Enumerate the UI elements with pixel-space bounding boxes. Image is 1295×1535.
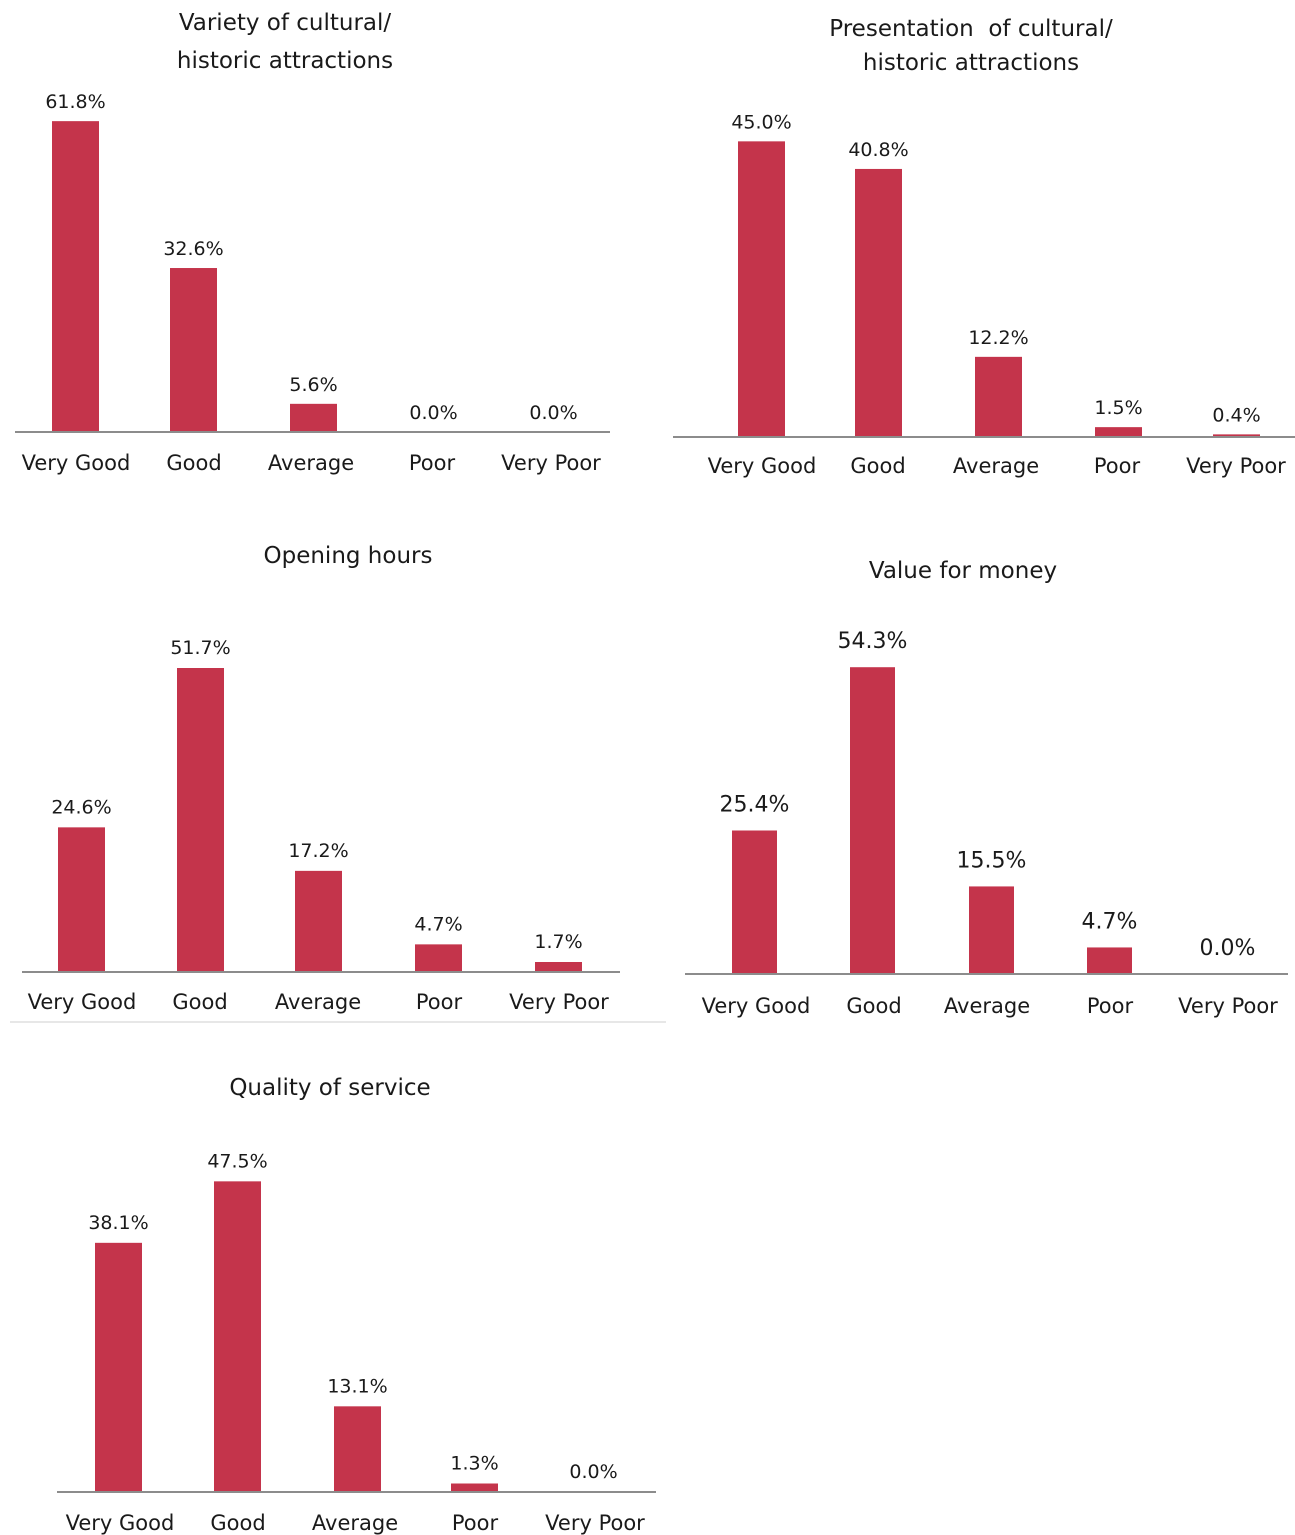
category-tick-label: Poor [1094,454,1141,478]
data-label: 17.2% [288,840,348,862]
category-tick-label: Average [275,990,361,1014]
chart-title-line: historic attractions [177,48,393,74]
data-label: 4.7% [1082,909,1138,934]
data-label: 4.7% [414,913,462,935]
data-label: 0.0% [529,402,577,424]
data-label: 54.3% [838,629,908,654]
data-label: 0.4% [1212,404,1260,426]
category-tick-label: Very Good [66,1511,175,1535]
bar-very-good [95,1242,142,1492]
category-tick-label: Very Good [702,994,811,1018]
category-tick-label: Good [172,990,227,1014]
data-label: 32.6% [163,238,223,260]
bar-good [214,1181,261,1492]
bar-good [177,668,224,972]
data-label: 1.3% [450,1452,498,1474]
bar-good [855,168,902,437]
data-label: 61.8% [45,91,105,113]
data-label: 25.4% [720,792,790,817]
category-tick-label: Very Poor [1178,994,1278,1018]
category-tick-label: Poor [452,1511,499,1535]
bar-very-poor [1213,434,1260,437]
category-tick-label: Very Good [28,990,137,1014]
bar-good [170,268,217,432]
category-tick-label: Average [953,454,1039,478]
bar-average [334,1406,381,1492]
bar-poor [415,944,462,972]
category-tick-label: Very Good [22,451,131,475]
bar-average [969,886,1014,974]
bar-average [295,870,342,972]
category-tick-label: Average [312,1511,398,1535]
data-label: 13.1% [327,1375,387,1397]
chart-title-line: Variety of cultural/ [179,10,392,36]
data-label: 45.0% [731,111,791,133]
data-label: 40.8% [848,139,908,161]
category-tick-label: Average [268,451,354,475]
bar-average [975,356,1022,437]
category-tick-label: Good [210,1511,265,1535]
chart-title-line: Quality of service [229,1075,430,1101]
data-label: 24.6% [51,796,111,818]
data-label: 47.5% [207,1150,267,1172]
chart-title-line: historic attractions [863,50,1079,76]
data-label: 1.7% [534,931,582,953]
category-tick-label: Good [846,994,901,1018]
category-tick-label: Very Good [708,454,817,478]
bar-good [850,667,895,974]
data-label: 51.7% [170,637,230,659]
bar-very-good [58,827,105,972]
bar-very-good [732,830,777,974]
category-tick-label: Good [166,451,221,475]
data-label: 0.0% [569,1461,617,1483]
data-label: 12.2% [968,327,1028,349]
category-tick-label: Good [850,454,905,478]
chart-title-line: Opening hours [264,543,433,569]
bar-very-good [52,121,99,433]
chart-title-line: Presentation of cultural/ [829,16,1113,42]
data-label: 0.0% [409,402,457,424]
chart-title-line: Value for money [869,558,1057,584]
category-tick-label: Very Poor [545,1511,645,1535]
bar-average [290,403,337,432]
category-tick-label: Average [944,994,1030,1018]
bar-very-good [738,141,785,437]
data-label: 38.1% [88,1212,148,1234]
bar-poor [1095,427,1142,437]
category-tick-label: Very Poor [509,990,609,1014]
data-label: 0.0% [1200,936,1256,961]
category-tick-label: Very Poor [501,451,601,475]
category-tick-label: Poor [1087,994,1134,1018]
bar-poor [451,1483,498,1492]
data-label: 1.5% [1094,397,1142,419]
category-tick-label: Poor [409,451,456,475]
category-tick-label: Poor [416,990,463,1014]
data-label: 5.6% [289,374,337,396]
bar-very-poor [535,962,582,972]
category-tick-label: Very Poor [1186,454,1286,478]
bar-poor [1087,947,1132,974]
data-label: 15.5% [957,848,1027,873]
